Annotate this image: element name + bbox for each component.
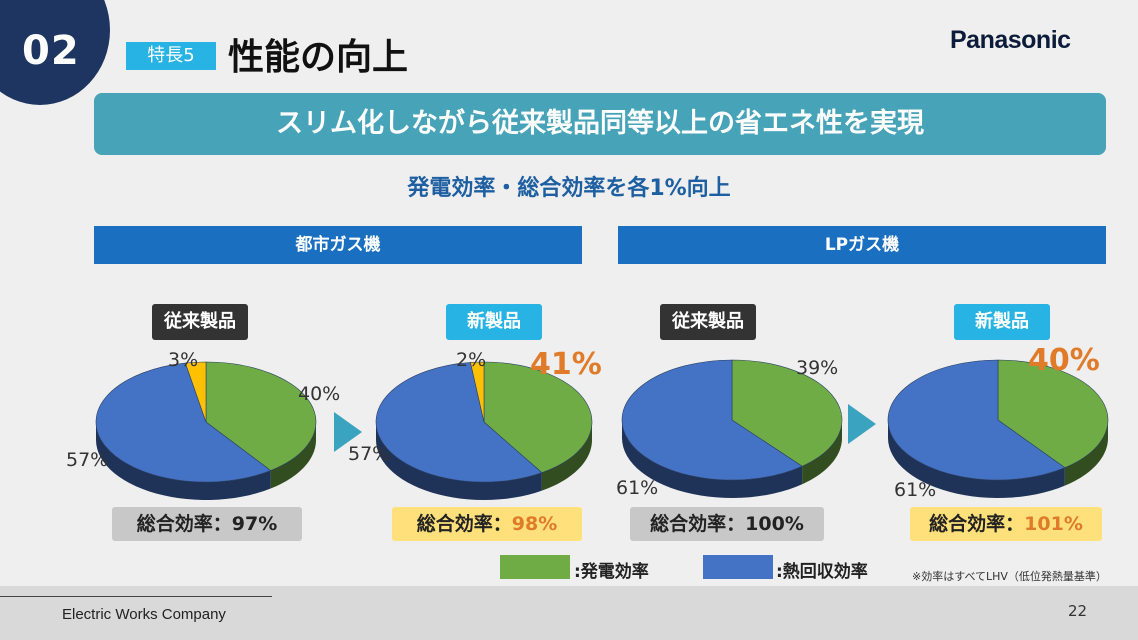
efficiency-value: 100% bbox=[745, 513, 804, 535]
column-header-lp-gas: LPガス機 bbox=[618, 226, 1106, 264]
pie-slice bbox=[731, 359, 843, 467]
pie-side bbox=[376, 422, 542, 500]
legend-swatch-heat bbox=[703, 555, 773, 579]
pie-side bbox=[541, 422, 592, 491]
data-label: 40% bbox=[298, 383, 340, 405]
section-number: 02 bbox=[22, 28, 80, 74]
efficiency-prefix: 総合効率： bbox=[929, 513, 1025, 535]
pie-slice bbox=[205, 361, 317, 471]
pie-side bbox=[802, 420, 842, 485]
data-label: 61% bbox=[894, 479, 936, 501]
pie-slice bbox=[483, 361, 593, 474]
pie-side bbox=[270, 422, 316, 489]
pie-slice bbox=[184, 361, 207, 423]
efficiency-value: 97% bbox=[231, 513, 278, 535]
label-new-product: 新製品 bbox=[446, 304, 542, 340]
page-number: 22 bbox=[1068, 602, 1088, 620]
pie-chart: 39% 61% bbox=[616, 357, 843, 499]
total-efficiency: 総合効率：97% bbox=[112, 507, 302, 541]
pie-slice bbox=[621, 359, 803, 481]
efficiency-prefix: 総合効率： bbox=[136, 513, 232, 535]
arrow-right-icon bbox=[334, 412, 362, 452]
total-efficiency: 総合効率：98% bbox=[392, 507, 582, 541]
label-new-product: 新製品 bbox=[954, 304, 1050, 340]
arrow-right-icon bbox=[848, 404, 876, 444]
pie-slice bbox=[95, 362, 272, 483]
efficiency-value: 101% bbox=[1024, 513, 1083, 535]
efficiency-prefix: 総合効率： bbox=[416, 513, 512, 535]
column-header-city-gas: 都市ガス機 bbox=[94, 226, 582, 264]
data-label: 61% bbox=[616, 477, 658, 499]
pie-chart: 40% 57% 3% bbox=[66, 349, 340, 500]
pie-slice bbox=[997, 359, 1109, 468]
label-old-product: 従来製品 bbox=[660, 304, 756, 340]
footer-bar bbox=[0, 586, 1138, 640]
page-title: 性能の向上 bbox=[228, 37, 409, 78]
pie-chart: 57%2% 41% bbox=[348, 347, 602, 500]
data-label: 39% bbox=[796, 357, 838, 379]
legend-label-power: :発電効率 bbox=[574, 562, 649, 582]
efficiency-prefix: 総合効率： bbox=[650, 513, 746, 535]
pie-slice bbox=[887, 359, 1066, 481]
data-label: 41% bbox=[530, 347, 602, 382]
brand-logo: Panasonic bbox=[950, 26, 1071, 54]
headline-banner: スリム化しながら従来製品同等以上の省エネ性を実現 bbox=[94, 93, 1106, 155]
pie-slice bbox=[375, 362, 543, 483]
pie-chart: 61% 40% bbox=[887, 343, 1109, 501]
data-label: 2% bbox=[456, 349, 486, 371]
subtitle: 発電効率・総合効率を各1%向上 bbox=[407, 176, 731, 201]
pie-slice bbox=[470, 361, 485, 423]
footnote: ※効率はすべてLHV（低位発熱量基準） bbox=[912, 570, 1107, 583]
total-efficiency: 総合効率：101% bbox=[910, 507, 1102, 541]
data-label: 57% bbox=[66, 449, 108, 471]
legend-swatch-power bbox=[500, 555, 570, 579]
legend-label-heat: :熱回収効率 bbox=[776, 562, 868, 582]
pie-side bbox=[1064, 420, 1108, 486]
data-label: 40% bbox=[1028, 343, 1100, 378]
pie-side bbox=[96, 422, 271, 500]
efficiency-value: 98% bbox=[511, 513, 558, 535]
feature-tag: 特長5 bbox=[126, 42, 216, 70]
footer-divider bbox=[0, 596, 272, 597]
data-label: 3% bbox=[168, 349, 198, 371]
company-name: Electric Works Company bbox=[62, 606, 226, 623]
label-old-product: 従来製品 bbox=[152, 304, 248, 340]
pie-side bbox=[888, 420, 1065, 498]
total-efficiency: 総合効率：100% bbox=[630, 507, 824, 541]
